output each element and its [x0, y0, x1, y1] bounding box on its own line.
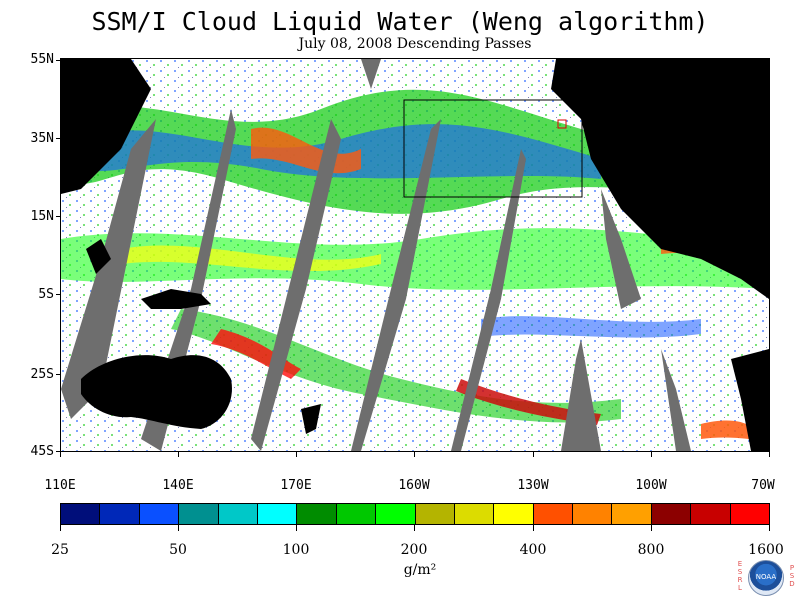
page-title: SSM/I Cloud Liquid Water (Weng algorithm…: [91, 7, 709, 36]
lon-label: 140E: [162, 478, 194, 493]
legend-tick: [414, 525, 415, 531]
lat-label: 5S: [38, 287, 54, 302]
legend-swatch: [100, 504, 140, 524]
legend-swatch: [415, 504, 455, 524]
lat-tick: [56, 216, 60, 217]
lon-tick: [296, 452, 297, 457]
lat-label: 35N: [30, 131, 54, 146]
legend-label: 25: [51, 542, 69, 558]
lon-tick: [60, 452, 61, 457]
region-box: [403, 99, 583, 198]
legend-swatch: [257, 504, 298, 524]
lat-tick: [56, 294, 60, 295]
map-panel: [60, 58, 770, 452]
legend-swatch: [454, 504, 495, 524]
lon-tick: [414, 452, 415, 457]
legend-swatch: [61, 504, 101, 524]
region-marker: [557, 119, 567, 129]
legend-label: 200: [400, 542, 428, 558]
lat-tick: [56, 374, 60, 375]
land-masses: [61, 59, 769, 451]
noaa-badge-icon: NOAA: [748, 560, 784, 596]
legend-label: 1600: [748, 542, 784, 558]
legend-swatch: [218, 504, 258, 524]
map-canvas: [61, 59, 769, 451]
lon-label: 110E: [44, 478, 76, 493]
lat-tick: [56, 138, 60, 139]
legend-label: 400: [519, 542, 547, 558]
lat-label: 25S: [30, 367, 54, 382]
legend-tick: [60, 525, 61, 531]
legend-tick: [296, 525, 297, 531]
lon-label: 160W: [398, 478, 430, 493]
legend-swatch: [179, 504, 219, 524]
lon-label: 130W: [517, 478, 549, 493]
legend-label: 800: [637, 542, 665, 558]
legend-units: g/m²: [403, 562, 437, 578]
lon-tick: [769, 452, 770, 457]
lat-label: 45S: [30, 444, 54, 459]
legend-tick: [769, 525, 770, 531]
legend-tick: [533, 525, 534, 531]
legend-swatch: [297, 504, 337, 524]
lon-tick: [533, 452, 534, 457]
legend-swatch: [139, 504, 180, 524]
legend-label: 100: [282, 542, 310, 558]
legend-swatch: [612, 504, 652, 524]
legend-swatch: [573, 504, 613, 524]
page-subtitle: July 08, 2008 Descending Passes: [298, 36, 532, 52]
legend-swatch: [730, 504, 770, 524]
legend-tick: [178, 525, 179, 531]
lat-tick: [56, 60, 60, 61]
lon-label: 70W: [751, 478, 775, 493]
legend-swatch: [494, 504, 534, 524]
lon-label: 170E: [280, 478, 312, 493]
lon-label: 100W: [635, 478, 667, 493]
lon-tick: [178, 452, 179, 457]
lat-tick: [56, 451, 60, 452]
legend-swatch: [651, 504, 692, 524]
legend-label: 50: [169, 542, 187, 558]
legend-swatch: [533, 504, 574, 524]
legend-tick: [651, 525, 652, 531]
lon-tick: [651, 452, 652, 457]
legend-swatch: [691, 504, 731, 524]
legend-swatch: [376, 504, 416, 524]
logo-badge-text: NOAA: [755, 573, 777, 581]
color-legend: [60, 503, 770, 525]
lat-label: 15N: [30, 209, 54, 224]
lat-label: 55N: [30, 52, 54, 67]
legend-swatch: [336, 504, 377, 524]
